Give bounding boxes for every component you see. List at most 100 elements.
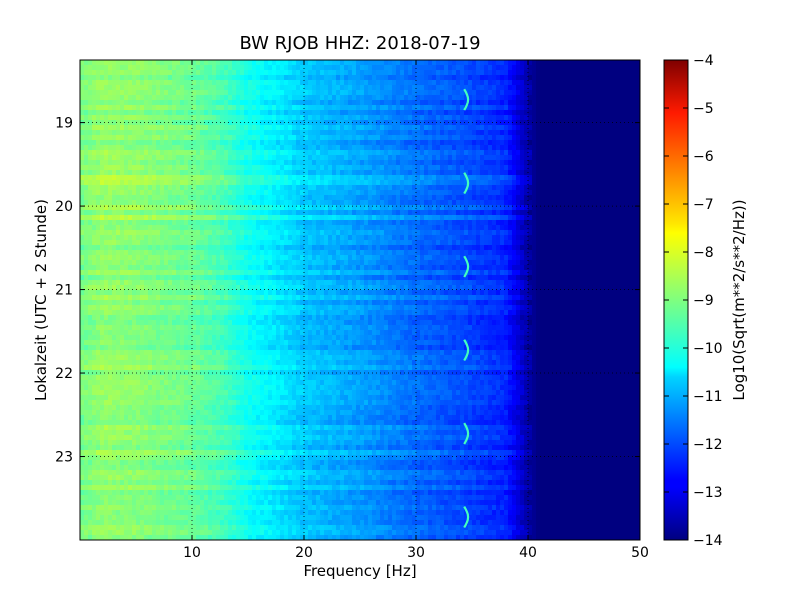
heatmap-cell xyxy=(512,110,517,116)
heatmap-cell xyxy=(588,80,593,86)
heatmap-cell xyxy=(324,185,329,191)
heatmap-cell xyxy=(300,185,305,191)
heatmap-cell xyxy=(480,85,485,91)
heatmap-cell xyxy=(416,120,421,126)
heatmap-cell xyxy=(416,195,421,201)
heatmap-cell xyxy=(472,190,477,196)
heatmap-cell xyxy=(408,220,413,226)
heatmap-cell xyxy=(468,130,473,136)
heatmap-cell xyxy=(372,210,377,216)
heatmap-cell xyxy=(616,85,621,91)
heatmap-cell xyxy=(100,75,105,81)
heatmap-cell xyxy=(408,105,413,111)
heatmap-cell xyxy=(360,170,365,176)
heatmap-cell xyxy=(96,225,101,231)
heatmap-cell xyxy=(432,75,437,81)
heatmap-cell xyxy=(312,175,317,181)
heatmap-cell xyxy=(112,135,117,141)
heatmap-cell xyxy=(624,200,629,206)
heatmap-cell xyxy=(200,65,205,71)
heatmap-cell xyxy=(280,230,285,236)
heatmap-cell xyxy=(156,195,161,201)
heatmap-cell xyxy=(620,135,625,141)
heatmap-cell xyxy=(128,120,133,126)
heatmap-cell xyxy=(348,215,353,221)
heatmap-cell xyxy=(532,125,537,131)
heatmap-cell xyxy=(140,235,145,241)
heatmap-cell xyxy=(392,235,397,241)
heatmap-cell xyxy=(132,90,137,96)
heatmap-cell xyxy=(152,155,157,161)
heatmap-cell xyxy=(376,205,381,211)
heatmap-cell xyxy=(148,160,153,166)
heatmap-cell xyxy=(532,85,537,91)
heatmap-cell xyxy=(256,75,261,81)
heatmap-cell xyxy=(484,215,489,221)
heatmap-cell xyxy=(440,65,445,71)
plot-area xyxy=(80,60,640,540)
heatmap-cell xyxy=(592,80,597,86)
heatmap-cell xyxy=(268,205,273,211)
heatmap-cell xyxy=(584,70,589,76)
heatmap-cell xyxy=(136,230,141,236)
heatmap-cell xyxy=(488,90,493,96)
heatmap-cell xyxy=(228,115,233,121)
heatmap-cell xyxy=(244,65,249,71)
heatmap-cell xyxy=(196,195,201,201)
heatmap-cell xyxy=(408,150,413,156)
heatmap-cell xyxy=(364,80,369,86)
heatmap-cell xyxy=(580,135,585,141)
heatmap-cell xyxy=(532,130,537,136)
heatmap-cell xyxy=(396,145,401,151)
heatmap-cell xyxy=(360,75,365,81)
heatmap-cell xyxy=(200,105,205,111)
heatmap-cell xyxy=(580,145,585,151)
heatmap-cell xyxy=(332,120,337,126)
heatmap-cell xyxy=(424,95,429,101)
heatmap-cell xyxy=(476,100,481,106)
heatmap-cell xyxy=(80,75,85,81)
heatmap-cell xyxy=(544,135,549,141)
heatmap-cell xyxy=(140,60,145,66)
heatmap-cell xyxy=(432,115,437,121)
heatmap-cell xyxy=(100,90,105,96)
heatmap-cell xyxy=(468,60,473,66)
heatmap-cell xyxy=(592,165,597,171)
heatmap-cell xyxy=(456,110,461,116)
heatmap-cell xyxy=(268,165,273,171)
heatmap-cell xyxy=(356,230,361,236)
heatmap-cell xyxy=(504,100,509,106)
heatmap-cell xyxy=(432,205,437,211)
heatmap-cell xyxy=(460,210,465,216)
heatmap-cell xyxy=(496,140,501,146)
heatmap-cell xyxy=(448,65,453,71)
heatmap-cell xyxy=(504,145,509,151)
heatmap-cell xyxy=(208,225,213,231)
heatmap-cell xyxy=(620,110,625,116)
heatmap-cell xyxy=(160,60,165,66)
heatmap-cell xyxy=(412,180,417,186)
heatmap-cell xyxy=(116,125,121,131)
heatmap-cell xyxy=(440,175,445,181)
heatmap-cell xyxy=(380,200,385,206)
heatmap-cell xyxy=(288,135,293,141)
heatmap-cell xyxy=(240,230,245,236)
heatmap-cell xyxy=(108,230,113,236)
heatmap-cell xyxy=(112,205,117,211)
heatmap-cell xyxy=(448,145,453,151)
heatmap-cell xyxy=(440,220,445,226)
heatmap-cell xyxy=(556,80,561,86)
heatmap-cell xyxy=(304,150,309,156)
heatmap-cell xyxy=(300,75,305,81)
heatmap-cell xyxy=(200,235,205,241)
heatmap-cell xyxy=(620,90,625,96)
heatmap-cell xyxy=(176,85,181,91)
heatmap-cell xyxy=(184,195,189,201)
heatmap-cell xyxy=(148,125,153,131)
heatmap-cell xyxy=(572,190,577,196)
heatmap-cell xyxy=(92,150,97,156)
heatmap-cell xyxy=(532,100,537,106)
heatmap-cell xyxy=(396,130,401,136)
heatmap-cell xyxy=(116,235,121,241)
heatmap-cell xyxy=(220,200,225,206)
